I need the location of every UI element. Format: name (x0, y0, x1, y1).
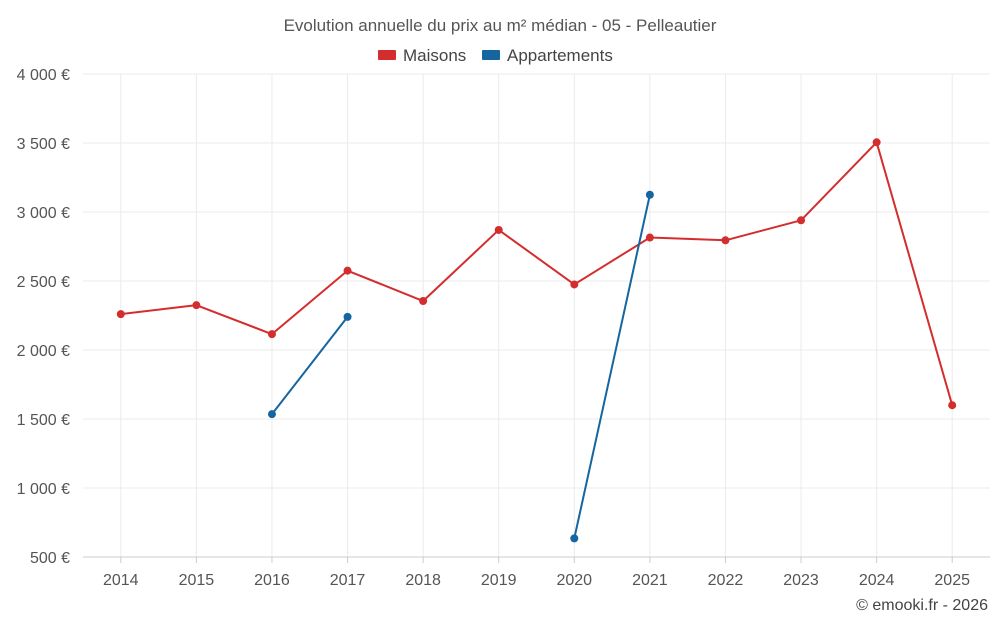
x-tick-label: 2015 (179, 572, 215, 589)
x-tick-label: 2020 (556, 572, 592, 589)
series-appartements (267, 190, 654, 543)
x-tick-label: 2023 (783, 572, 819, 589)
x-tick-label: 2019 (481, 572, 517, 589)
data-point-maisons-2025[interactable] (948, 401, 957, 410)
legend-swatch-maisons (378, 50, 396, 60)
y-tick-label: 500 € (30, 550, 70, 567)
x-tick-label: 2021 (632, 572, 668, 589)
series (116, 138, 957, 543)
x-tick-label: 2024 (859, 572, 895, 589)
data-point-appartements-2021[interactable] (645, 190, 654, 199)
data-point-maisons-2016[interactable] (267, 330, 276, 339)
legend: Maisons Appartements (378, 46, 613, 65)
series-line-appartements (271, 316, 349, 415)
y-tick-label: 1 500 € (17, 412, 70, 429)
x-tick-label: 2022 (708, 572, 744, 589)
data-point-maisons-2019[interactable] (494, 225, 503, 234)
legend-item-maisons[interactable]: Maisons (378, 46, 466, 65)
data-point-maisons-2024[interactable] (872, 138, 881, 147)
series-line-maisons (120, 141, 954, 406)
data-point-maisons-2021[interactable] (645, 233, 654, 242)
legend-swatch-appartements (482, 50, 500, 60)
data-point-maisons-2018[interactable] (419, 297, 428, 306)
axes: 500 € 1 000 € 1 500 € 2 000 € 2 500 € 3 000 €… (17, 67, 990, 589)
legend-label-maisons: Maisons (403, 46, 466, 65)
y-tick-label: 3 000 € (17, 205, 70, 222)
y-tick-label: 2 000 € (17, 343, 70, 360)
chart-title: Evolution annuelle du prix au m² médian … (284, 16, 717, 35)
legend-item-appartements[interactable]: Appartements (482, 46, 613, 65)
x-tick-label: 2017 (330, 572, 366, 589)
data-point-maisons-2020[interactable] (570, 280, 579, 289)
y-tick-label: 1 000 € (17, 481, 70, 498)
data-point-maisons-2023[interactable] (797, 216, 806, 225)
x-tick-label: 2016 (254, 572, 290, 589)
data-point-maisons-2015[interactable] (192, 301, 201, 310)
x-tick-label: 2025 (934, 572, 970, 589)
data-point-maisons-2022[interactable] (721, 236, 730, 245)
y-tick-label: 4 000 € (17, 67, 70, 84)
legend-label-appartements: Appartements (507, 46, 613, 65)
data-point-appartements-2016[interactable] (267, 410, 276, 419)
x-tick-label: 2018 (405, 572, 441, 589)
data-point-maisons-2017[interactable] (343, 266, 352, 275)
data-point-appartements-2020[interactable] (570, 534, 579, 543)
series-maisons (116, 138, 957, 410)
grid (83, 73, 990, 558)
y-tick-label: 2 500 € (17, 274, 70, 291)
y-tick-label: 3 500 € (17, 136, 70, 153)
x-tick-label: 2014 (103, 572, 139, 589)
credit-text: © emooki.fr - 2026 (856, 597, 988, 614)
data-point-appartements-2017[interactable] (343, 312, 352, 321)
data-point-maisons-2014[interactable] (116, 310, 125, 319)
series-line-appartements (573, 194, 651, 539)
